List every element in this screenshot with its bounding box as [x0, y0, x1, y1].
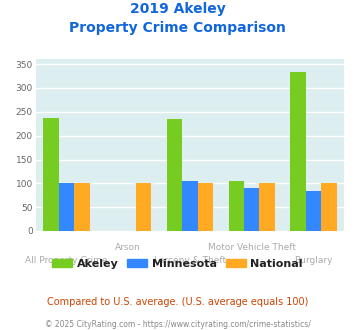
Bar — [198, 183, 213, 231]
Bar — [136, 183, 151, 231]
Bar — [260, 183, 275, 231]
Legend: Akeley, Minnesota, National: Akeley, Minnesota, National — [48, 254, 307, 273]
Bar — [167, 119, 182, 231]
Text: Motor Vehicle Theft: Motor Vehicle Theft — [208, 244, 296, 252]
Bar — [229, 181, 244, 231]
Text: All Property Crime: All Property Crime — [25, 256, 108, 265]
Bar — [43, 117, 59, 231]
Bar — [244, 188, 260, 231]
Bar — [74, 183, 89, 231]
Bar — [59, 183, 74, 231]
Text: Larceny & Theft: Larceny & Theft — [154, 256, 226, 265]
Text: Burglary: Burglary — [294, 256, 333, 265]
Text: Arson: Arson — [115, 244, 141, 252]
Bar — [182, 181, 198, 231]
Bar — [306, 191, 321, 231]
Bar — [290, 72, 306, 231]
Bar — [321, 183, 337, 231]
Text: 2019 Akeley: 2019 Akeley — [130, 2, 225, 16]
Text: Property Crime Comparison: Property Crime Comparison — [69, 21, 286, 35]
Text: © 2025 CityRating.com - https://www.cityrating.com/crime-statistics/: © 2025 CityRating.com - https://www.city… — [45, 320, 310, 329]
Text: Compared to U.S. average. (U.S. average equals 100): Compared to U.S. average. (U.S. average … — [47, 297, 308, 307]
